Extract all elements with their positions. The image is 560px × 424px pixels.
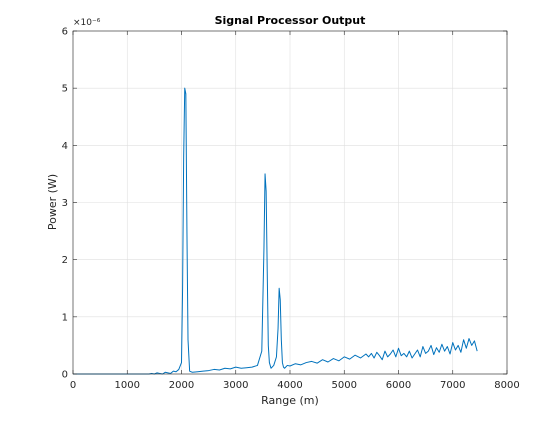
y-tick-label: 0 [62,370,68,381]
x-tick-label: 1000 [115,380,140,391]
x-tick-label: 3000 [223,380,248,391]
tick-labels: 0 1000 2000 3000 4000 5000 6000 7000 8000 0 1 2 3 4 5 6 [62,27,520,392]
ticks [72,30,508,375]
y-tick-label: 3 [62,198,68,209]
series-line [73,87,478,375]
y-exponent-label: ×10⁻⁶ [73,18,101,28]
y-tick-label: 1 [62,312,68,323]
x-tick-label: 4000 [277,380,302,391]
y-axis-label: Power (W) [46,174,59,230]
x-tick-label: 2000 [169,380,194,391]
y-tick-label: 5 [62,84,68,95]
x-tick-label: 0 [70,380,76,391]
x-axis-label: Range (m) [261,394,319,407]
y-tick-label: 4 [62,141,68,152]
chart-title: Signal Processor Output [215,14,366,27]
series-line-layer [73,87,478,375]
x-tick-label: 8000 [494,380,519,391]
y-tick-label: 2 [62,255,68,266]
x-tick-label: 6000 [386,380,411,391]
x-tick-label: 7000 [440,380,465,391]
y-tick-label: 6 [62,27,68,38]
x-tick-label: 5000 [332,380,357,391]
